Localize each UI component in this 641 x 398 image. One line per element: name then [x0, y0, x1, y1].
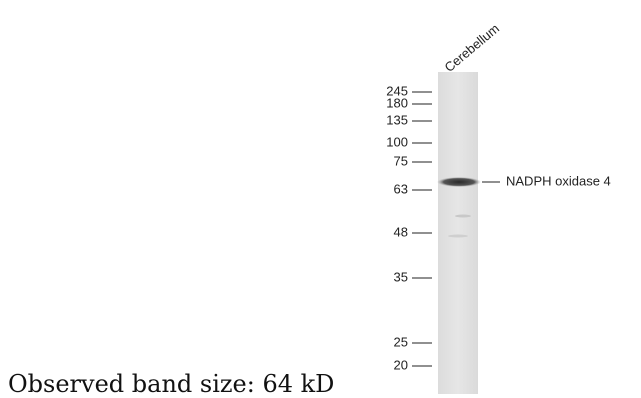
western-blot: Cerebellum 245180135100756348352520 NADP… [0, 0, 641, 398]
caption: Observed band size: 64 kD [8, 370, 334, 398]
marker-label: 135 [386, 112, 408, 127]
marker-label: 35 [394, 269, 408, 284]
lane-label: Cerebellum [441, 21, 502, 75]
marker-label: 25 [394, 334, 408, 349]
band [437, 177, 481, 187]
marker-label: 20 [394, 357, 408, 372]
marker-label: 48 [394, 224, 408, 239]
marker-label: 180 [386, 95, 408, 110]
faint-band [455, 215, 471, 218]
lane [438, 72, 478, 394]
band-label: NADPH oxidase 4 [506, 173, 611, 188]
faint-band [448, 235, 468, 238]
marker-label: 63 [394, 181, 408, 196]
marker-label: 100 [386, 134, 408, 149]
marker-label: 75 [394, 153, 408, 168]
